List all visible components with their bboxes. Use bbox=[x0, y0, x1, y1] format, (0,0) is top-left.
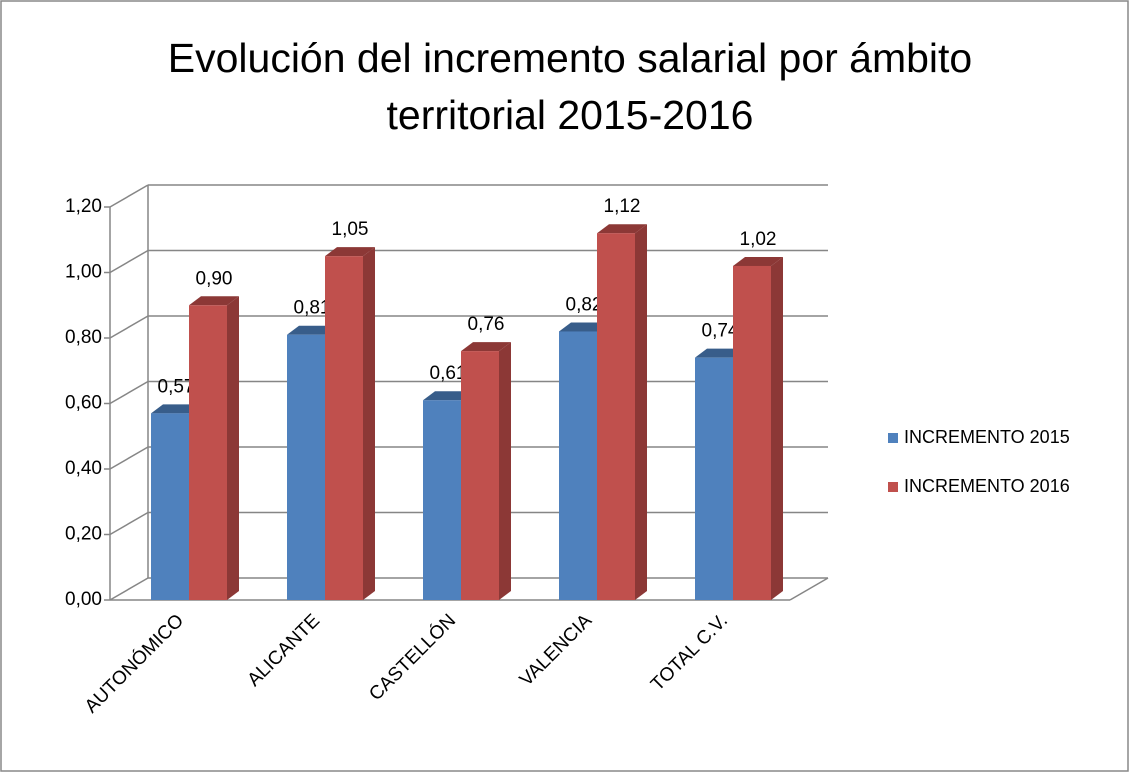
bar-front bbox=[461, 351, 499, 600]
value-label: 0,82 bbox=[566, 294, 603, 315]
y-tick-label: 0,20 bbox=[65, 524, 102, 545]
bar-front bbox=[597, 233, 635, 600]
value-label: 0,74 bbox=[702, 321, 739, 342]
grid-line-side bbox=[109, 446, 149, 470]
bar-front bbox=[695, 357, 733, 600]
floor-right-edge bbox=[789, 577, 829, 601]
bar-top bbox=[559, 322, 609, 332]
y-tick-label: 1,20 bbox=[65, 196, 102, 217]
bar bbox=[733, 256, 783, 600]
bar-top bbox=[287, 325, 337, 335]
legend-label: INCREMENTO 2015 bbox=[904, 427, 1070, 447]
bar-front bbox=[151, 413, 189, 600]
grid-line bbox=[109, 315, 828, 339]
grid-line-side bbox=[109, 184, 149, 208]
grid-line bbox=[109, 184, 828, 208]
legend-label: INCREMENTO 2016 bbox=[904, 476, 1070, 496]
value-label: 0,81 bbox=[294, 298, 331, 319]
bar-top bbox=[461, 342, 511, 352]
legend-swatch bbox=[888, 482, 898, 492]
bar-front bbox=[287, 334, 325, 600]
bar-side bbox=[635, 224, 647, 600]
bar-front bbox=[559, 331, 597, 600]
bar-top bbox=[189, 296, 239, 306]
grid-line bbox=[109, 249, 828, 274]
x-tick-label: VALENCIA bbox=[516, 610, 597, 691]
bar-side bbox=[363, 247, 375, 600]
y-tick-label: 0,80 bbox=[65, 327, 102, 348]
x-tick-label: TOTAL C.V. bbox=[647, 610, 732, 695]
grid-line-side bbox=[109, 380, 149, 405]
bar-side bbox=[227, 296, 239, 600]
bar bbox=[325, 247, 375, 600]
bar bbox=[189, 296, 239, 600]
bar-front bbox=[733, 265, 771, 600]
bar-front bbox=[325, 256, 363, 600]
bar-top bbox=[423, 391, 473, 401]
chart-title: Evolución del incremento salarial por ám… bbox=[167, 35, 973, 138]
value-label: 1,02 bbox=[740, 229, 777, 250]
bar bbox=[597, 224, 647, 600]
bar-top bbox=[151, 404, 201, 414]
bar-front bbox=[423, 400, 461, 600]
x-tick-label: CASTELLÓN bbox=[365, 610, 460, 705]
value-label: 0,57 bbox=[158, 376, 195, 397]
value-label: 0,90 bbox=[196, 268, 233, 289]
y-tick-label: 0,40 bbox=[65, 458, 102, 479]
value-label: 0,76 bbox=[468, 314, 505, 335]
y-tick-label: 0,60 bbox=[65, 393, 102, 414]
grid-line-side bbox=[109, 315, 149, 339]
bar-side bbox=[771, 256, 783, 600]
grid-line-side bbox=[109, 511, 149, 536]
y-tick-label: 0,00 bbox=[65, 589, 102, 610]
grid-line-side bbox=[109, 249, 149, 274]
bar-top bbox=[733, 256, 783, 266]
legend-swatch bbox=[888, 433, 898, 443]
x-tick-label: ALICANTE bbox=[244, 610, 325, 691]
bar-side bbox=[499, 342, 511, 600]
grid-line-side bbox=[109, 577, 149, 601]
y-tick-label: 1,00 bbox=[65, 262, 102, 283]
bar-top bbox=[325, 247, 375, 257]
x-tick-label: AUTONÓMICO bbox=[80, 610, 188, 718]
value-label: 0,61 bbox=[430, 363, 467, 384]
bar-top bbox=[597, 224, 647, 234]
bar-top bbox=[695, 348, 745, 358]
value-label: 1,12 bbox=[604, 196, 641, 217]
bar bbox=[461, 342, 511, 600]
bar-front bbox=[189, 305, 227, 600]
value-label: 1,05 bbox=[332, 219, 369, 240]
